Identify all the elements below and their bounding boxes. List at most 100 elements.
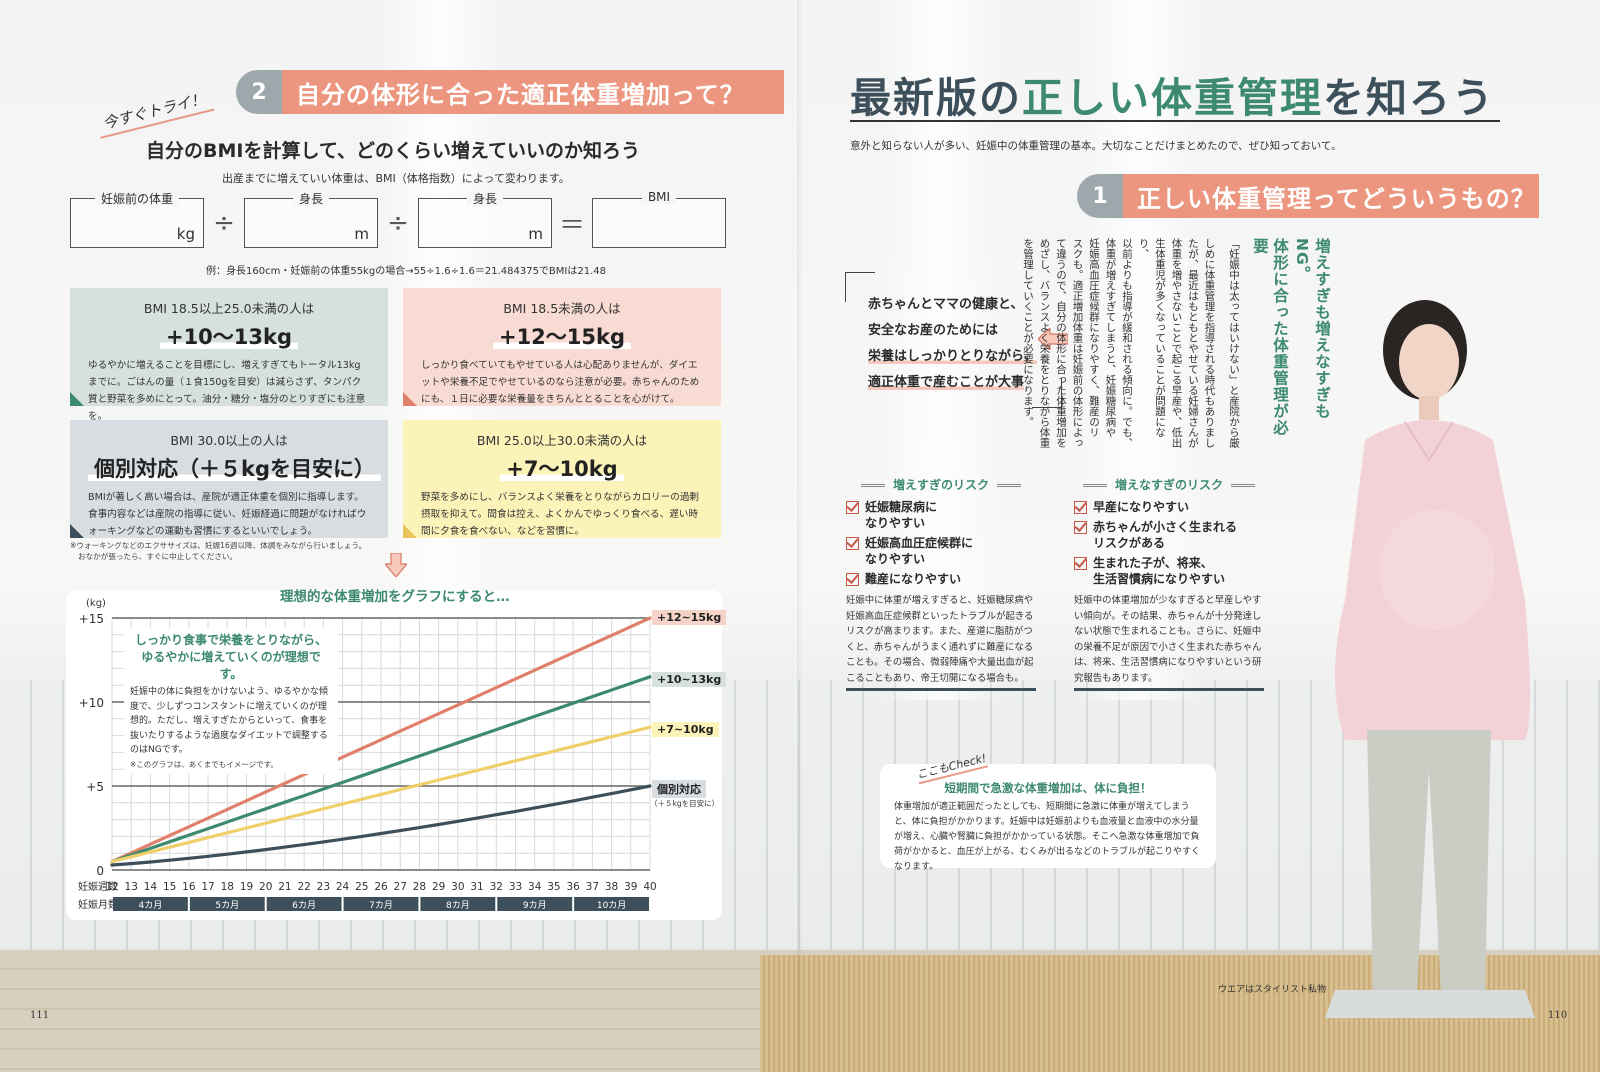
bmi-condition: BMI 25.0以上30.0未満の人は [476,433,648,448]
height-field[interactable]: 身長 m [244,192,378,248]
bmi-condition: BMI 30.0以上の人は [170,433,288,448]
annotation-headline: しっかり食事で栄養をとりながら、 [134,633,327,647]
corner-mark [403,524,417,538]
svg-text:20: 20 [259,881,272,893]
vertical-body-line: 体重が増えすぎてしまうと、妊娠糖尿病や [1104,238,1117,438]
svg-text:21: 21 [278,881,291,893]
checkbox-icon [846,573,859,586]
series-label-underweight: +12~15kg [652,610,727,625]
weight-gain-range: +12〜15kg [492,325,632,349]
wardrobe-credit: ウエアはスタイリスト私物 [1218,985,1327,995]
bmi-card-normal: BMI 18.5以上25.0未満の人は +10〜13kg ゆるやかに増えることを… [70,288,388,422]
svg-text:24: 24 [336,881,350,893]
svg-text:8カ月: 8カ月 [446,900,470,911]
bmi-condition: BMI 18.5未満の人は [503,301,621,316]
vertical-heading: 増えすぎも増えなすぎもNG。 [1293,238,1331,420]
vertical-body-line: 生体重児が多くなっていることが問題になり、 [1137,238,1167,438]
chart-annotation: しっかり食事で栄養をとりながら、 ゆるやかに増えていくのが理想です。 妊娠中の体… [124,628,338,774]
bmi-description: 野菜を多めにし、バランスよく栄養をとりながらカロリーの過剰摂取を抑えて。間食は控… [421,492,700,537]
vertical-body-line: 妊娠高血圧症候群になりやすく、難産のリ [1088,238,1100,438]
divide-operator: ÷ [213,208,235,238]
svg-text:9カ月: 9カ月 [523,900,547,911]
risk-description: 妊娠中に体重が増えすぎると、妊娠糖尿病や妊娠高血圧症候群といったトラブルが起きる… [846,593,1036,691]
risk-heading: 増えなすぎのリスク [1114,478,1223,492]
svg-text:妊娠月数: 妊娠月数 [78,898,118,911]
field-unit: m [354,225,369,243]
risk-item: 妊娠高血圧症候群に なりやすい [846,535,1036,567]
svg-text:6カ月: 6カ月 [292,900,316,911]
svg-text:27: 27 [394,881,407,893]
annotation-remark: ※このグラフは、あくまでもイメージです。 [130,759,278,769]
svg-text:18: 18 [221,881,234,893]
vertical-body-line: しめに体重管理を指導される時代もありまし [1203,238,1216,448]
svg-text:34: 34 [528,881,542,893]
page-number-right: 110 [1548,1010,1568,1021]
svg-text:22: 22 [297,881,310,893]
svg-text:40: 40 [643,881,656,893]
vertical-article: 増えすぎも増えなすぎもNG。 体形に合った体重管理が必要 「妊娠中は太ってはいけ… [1022,238,1332,450]
height-field[interactable]: 身長 m [418,192,552,248]
corner-mark [70,392,84,406]
vertical-body-line: を管理していくことが必要になります。 [1022,238,1034,427]
divide-operator: ÷ [387,208,409,238]
key-message: 赤ちゃんとママの健康と、 安全なお産のためには 栄養はしっかりとりながら、 適正… [868,292,1038,396]
series-label-overweight: +7~10kg [652,722,719,737]
page-spine [797,0,803,1072]
svg-text:+5: +5 [86,780,104,794]
risk-item: 難産になりやすい [846,571,1036,587]
vertical-body-line: スクも。適正増加体重は妊娠前の体形によっ [1071,238,1084,448]
risk-item-text: 赤ちゃんが小さく生まれる リスクがある [1093,520,1238,550]
bmi-card-underweight: BMI 18.5未満の人は +12〜15kg しっかり食べていてもやせている人は… [403,288,721,406]
section-number: 2 [236,70,282,114]
down-arrow-icon [385,553,407,577]
message-line-highlight: 栄養はしっかりとりながら、 [868,349,1038,364]
checkbox-icon [846,537,859,550]
risk-heading: 増えすぎのリスク [892,478,989,492]
svg-text:12: 12 [105,881,118,893]
lead-text: 意外と知らない人が多い、妊娠中の体重管理の基本。大切なことだけまとめたので、ぜひ… [850,140,1342,152]
check-body: 体重増加が適正範囲だったとしても、短期間に急激に体重が増えてしまうと、体に負担が… [894,802,1201,872]
field-unit: kg [176,225,195,243]
vertical-body-line: 「妊娠中は太ってはいけない」と産院から厳 [1228,238,1240,448]
svg-text:35: 35 [547,881,560,893]
svg-text:+10: +10 [79,696,104,710]
section-2-header: 2 自分の体形に合った適正体重増加って？ [236,70,784,114]
bmi-heading: 自分のBMIを計算して、どのくらい増えていいのか知ろう [146,140,640,162]
bmi-result-field[interactable]: BMI [592,190,726,248]
svg-text:37: 37 [586,881,599,893]
vertical-body-line: て違うので、自分の体形に合った体重増加を [1055,238,1067,448]
title-part-accent: 正しい体重管理 [1022,74,1323,122]
weight-field[interactable]: 妊娠前の体重 kg [70,192,204,248]
title-part: を知ろう [1323,74,1495,122]
section-number: 1 [1077,174,1123,218]
bmi-description: しっかり食べていてもやせている人は心配ありませんが、ダイエットや栄養不足でやせて… [421,360,700,405]
risk-item: 妊娠糖尿病に なりやすい [846,499,1036,531]
footnote-line: ※ウォーキングなどのエクササイズは、妊娠16週以降、体調をみながら行いましょう。 [70,541,367,550]
svg-text:10カ月: 10カ月 [597,900,626,911]
svg-text:23: 23 [317,881,330,893]
weight-gain-range: 個別対応（＋５kgを目安に） [88,457,381,481]
svg-text:25: 25 [355,881,368,893]
svg-text:7カ月: 7カ月 [369,900,393,911]
risk-item-text: 妊娠高血圧症候群に なりやすい [865,536,974,566]
svg-text:13: 13 [125,881,138,893]
svg-text:妊娠週数: 妊娠週数 [78,880,118,893]
bmi-condition: BMI 18.5以上25.0未満の人は [143,301,315,316]
title-part: 最新版の [850,74,1022,122]
svg-text:28: 28 [413,881,426,893]
risk-item-text: 生まれた子が、将来、 生活習慣病になりやすい [1093,556,1226,586]
section-1-header: 1 正しい体重管理ってどういうもの？ [1077,174,1539,218]
series-sublabel: （＋５kgを目安に） [650,799,720,808]
field-label: 妊娠前の体重 [94,192,179,206]
checkbox-icon [1074,501,1087,514]
message-line: 安全なお産のためには [868,323,999,338]
pregnant-woman-photo [1325,300,1535,1018]
try-now-tag: 今すぐトライ！ [94,86,215,139]
svg-text:31: 31 [470,881,483,893]
checkbox-icon [846,501,859,514]
vertical-body-line: 体重を増やさないことで起こる早産や、低出 [1170,238,1183,448]
svg-text:14: 14 [144,881,158,893]
background-curtain [1080,0,1200,700]
calculation-example: 例：身長160cm・妊娠前の体重55kgの場合→55÷1.6÷1.6＝21.48… [206,266,606,277]
series-label-normal: +10~13kg [652,672,727,687]
